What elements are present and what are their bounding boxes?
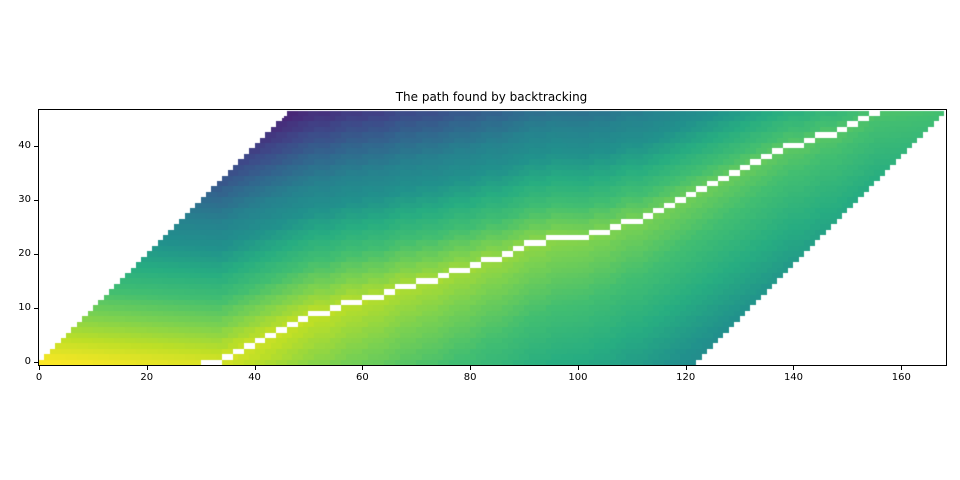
heatmap-canvas bbox=[39, 110, 946, 365]
y-tick-mark bbox=[34, 254, 38, 255]
x-tick-label: 100 bbox=[568, 372, 588, 383]
x-tick-label: 160 bbox=[891, 372, 911, 383]
y-tick-mark bbox=[34, 199, 38, 201]
y-tick-mark bbox=[34, 308, 38, 310]
x-tick-label: 0 bbox=[35, 372, 43, 383]
y-tick-mark bbox=[34, 362, 38, 364]
x-tick-mark bbox=[901, 366, 903, 370]
y-tick-label: 0 bbox=[24, 356, 31, 368]
x-tick-mark bbox=[577, 366, 579, 370]
x-tick-mark bbox=[254, 366, 256, 370]
x-tick-label: 140 bbox=[783, 372, 804, 383]
y-tick-label: 40 bbox=[18, 139, 31, 151]
x-tick-mark bbox=[362, 366, 364, 370]
y-tick-label: 20 bbox=[18, 248, 31, 259]
x-tick-mark bbox=[685, 366, 687, 370]
y-tick-label: 30 bbox=[18, 193, 31, 205]
x-tick-label: 40 bbox=[248, 372, 261, 383]
plot-area bbox=[38, 109, 947, 366]
x-tick-label: 80 bbox=[463, 372, 477, 383]
chart-title: The path found by backtracking bbox=[395, 90, 588, 104]
x-tick-mark bbox=[793, 366, 795, 370]
y-tick-mark bbox=[34, 145, 38, 147]
x-tick-label: 60 bbox=[355, 372, 369, 383]
x-tick-mark bbox=[39, 366, 40, 370]
y-tick-label: 10 bbox=[18, 302, 31, 314]
x-tick-mark bbox=[470, 366, 472, 370]
x-tick-label: 120 bbox=[676, 372, 696, 383]
x-tick-mark bbox=[146, 366, 148, 370]
x-tick-label: 20 bbox=[140, 372, 154, 383]
